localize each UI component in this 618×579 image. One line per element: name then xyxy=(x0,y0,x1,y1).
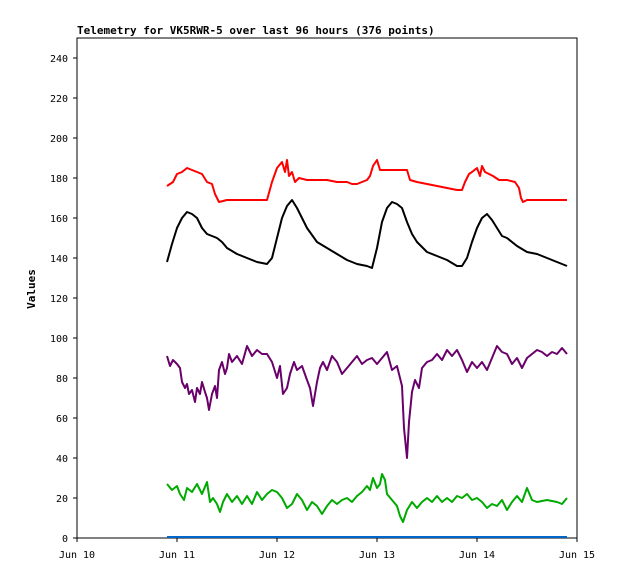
y-tick-label: 180 xyxy=(50,174,68,185)
series-line-0 xyxy=(166,159,567,203)
x-tick-label: Jun 12 xyxy=(259,550,295,561)
chart-title: Telemetry for VK5RWR-5 over last 96 hour… xyxy=(77,24,435,37)
y-tick-label: 200 xyxy=(50,134,68,145)
x-tick-label: Jun 13 xyxy=(359,550,395,561)
x-tick-label: Jun 10 xyxy=(59,550,95,561)
y-tick-label: 60 xyxy=(56,414,68,425)
y-tick-label: 140 xyxy=(50,254,68,265)
y-tick-label: 160 xyxy=(50,214,68,225)
x-tick-label: Jun 15 xyxy=(559,550,595,561)
y-tick-label: 100 xyxy=(50,334,68,345)
y-tick-label: 240 xyxy=(50,54,68,65)
y-tick-label: 120 xyxy=(50,294,68,305)
series-line-2 xyxy=(166,345,568,459)
y-axis-label: Values xyxy=(25,269,38,309)
y-tick-label: 80 xyxy=(56,374,68,385)
x-tick-label: Jun 14 xyxy=(459,550,495,561)
x-axis: Jun 10 Jun 11 Jun 12 Jun 13 Jun 14 Jun 15 xyxy=(59,538,595,561)
y-tick-label: 220 xyxy=(50,94,68,105)
series-line-3 xyxy=(166,473,568,523)
y-tick-label: 40 xyxy=(56,454,68,465)
x-tick-label: Jun 11 xyxy=(159,550,195,561)
y-tick-label: 0 xyxy=(62,534,68,545)
y-axis: 0 20 40 60 80 100 120 140 160 180 200 220 240 xyxy=(50,54,77,545)
series-group xyxy=(166,159,568,538)
y-tick-label: 20 xyxy=(56,494,68,505)
series-line-1 xyxy=(166,199,568,269)
plot-area xyxy=(76,37,578,539)
